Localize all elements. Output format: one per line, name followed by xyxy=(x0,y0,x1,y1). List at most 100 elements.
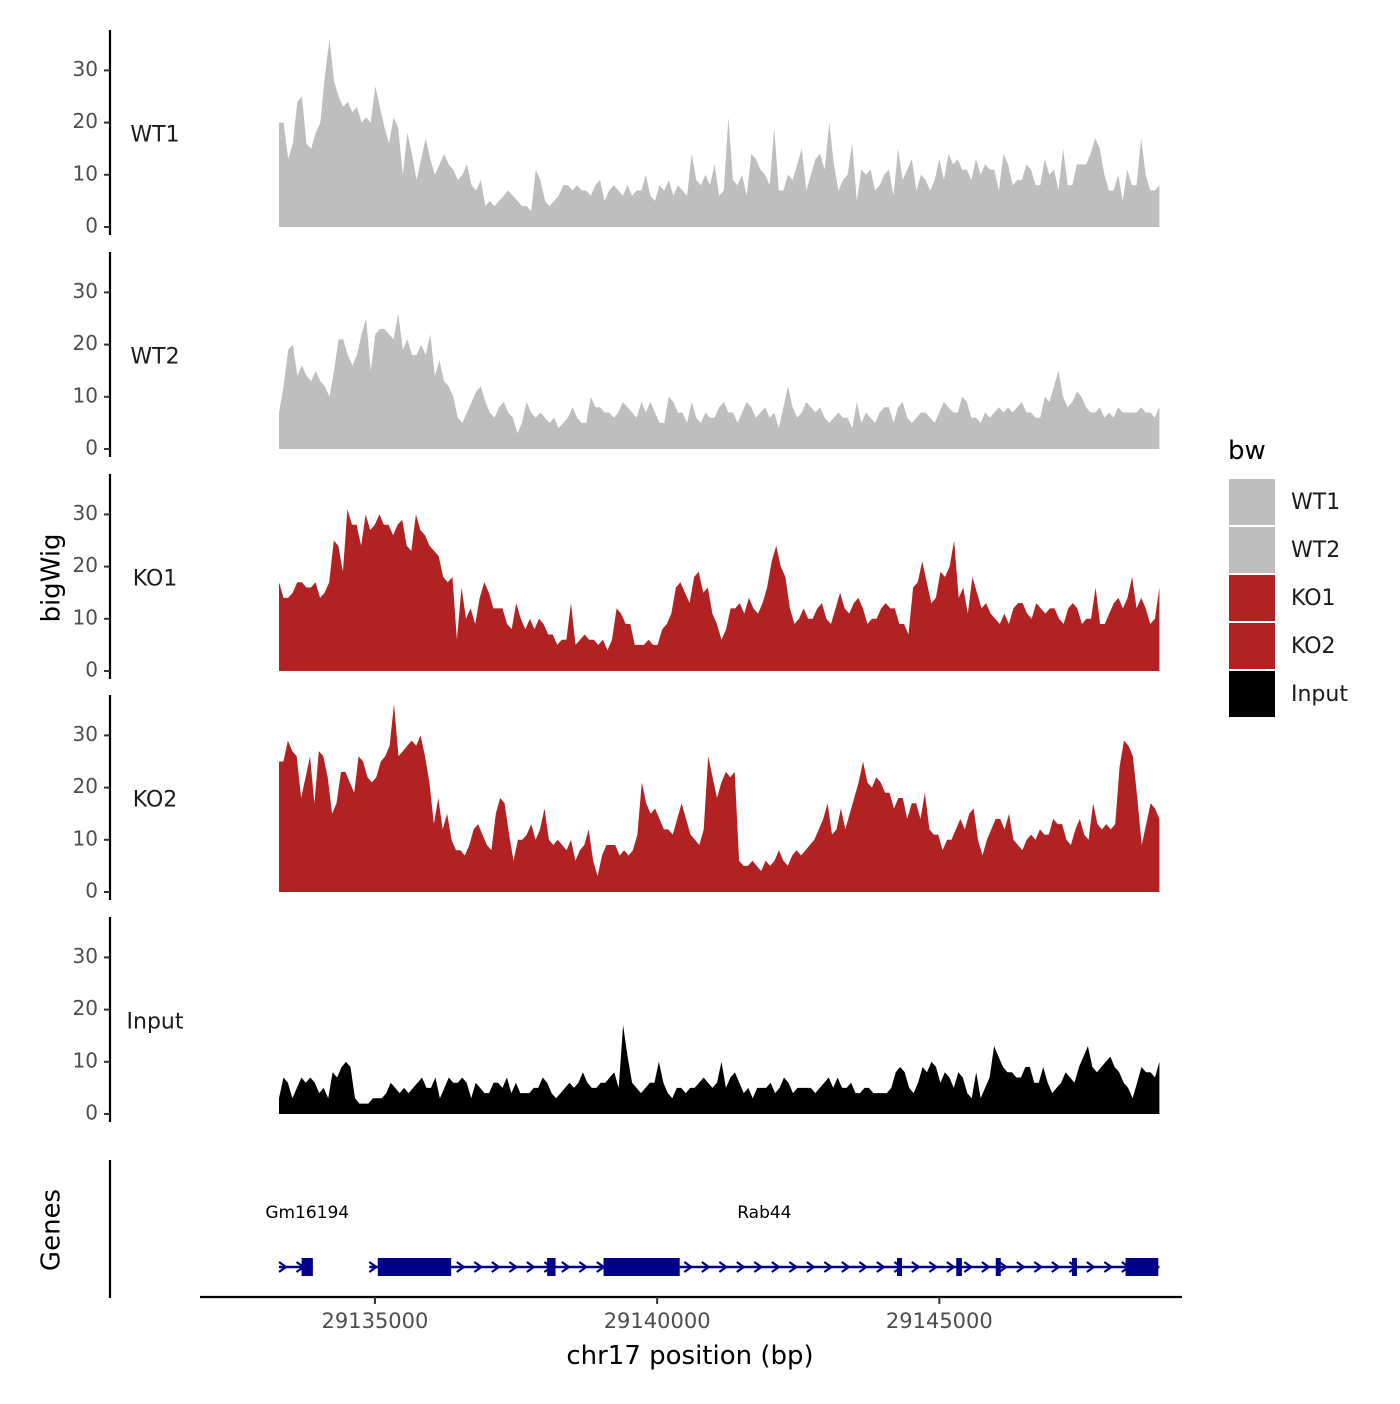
track-label-wt1: WT1 xyxy=(130,123,179,148)
strand-arrow xyxy=(718,1261,729,1273)
area-ko1 xyxy=(279,509,1160,671)
x-tick-label: 29140000 xyxy=(604,1309,711,1333)
legend-label-ko2: KO2 xyxy=(1291,634,1336,659)
strand-arrow xyxy=(928,1261,939,1273)
area-wt2 xyxy=(279,313,1160,449)
gene-exon xyxy=(603,1258,680,1276)
y-tick-label: 30 xyxy=(73,722,98,746)
genes-panel: Gm16194 Rab44 xyxy=(108,1160,1160,1298)
strand-arrow xyxy=(1086,1261,1096,1273)
strand-arrow xyxy=(981,1261,991,1273)
track-wt2: 0 10 20 30 WT2 xyxy=(73,252,1160,460)
gene-rab44: Rab44 xyxy=(368,1203,1160,1276)
legend-swatch-wt1 xyxy=(1229,479,1275,525)
strand-arrow xyxy=(841,1261,851,1273)
gene-exon xyxy=(956,1258,962,1276)
strand-arrow xyxy=(278,1261,288,1273)
area-wt1 xyxy=(279,39,1160,227)
legend-swatch-ko1 xyxy=(1229,575,1275,621)
y-tick-label: 30 xyxy=(73,57,98,81)
x-tick-label: 29145000 xyxy=(886,1309,993,1333)
gene-label: Rab44 xyxy=(737,1203,791,1223)
strand-arrow xyxy=(1016,1261,1026,1273)
strand-arrow xyxy=(806,1261,816,1273)
legend: bw WT1 WT2 KO1 KO2 Input xyxy=(1228,436,1348,717)
area-ko2 xyxy=(279,704,1160,892)
track-ko2: 0 10 20 30 KO2 xyxy=(73,695,1160,903)
y-tick-label: 20 xyxy=(73,553,98,577)
strand-arrow xyxy=(1103,1261,1114,1273)
strand-arrow xyxy=(526,1261,536,1273)
signal-tracks: 0 10 20 30 WT1 0 10 20 30 WT2 0 10 20 30 KO1 0 10 20 30 KO2… xyxy=(73,30,1160,1125)
y-axis-title: bigWig xyxy=(37,533,67,622)
y-tick-label: 0 xyxy=(85,658,98,682)
strand-arrow xyxy=(823,1261,834,1273)
y-tick-label: 30 xyxy=(73,279,98,303)
strand-arrow xyxy=(736,1261,746,1273)
legend-label-wt2: WT2 xyxy=(1291,538,1340,563)
y-tick-label: 10 xyxy=(73,161,98,185)
strand-arrow xyxy=(753,1261,764,1273)
track-input: 0 10 20 30 Input xyxy=(73,917,1160,1125)
x-axis-title: chr17 position (bp) xyxy=(566,1341,813,1371)
gene-exon xyxy=(301,1258,313,1276)
strand-arrow xyxy=(701,1261,711,1273)
strand-arrow xyxy=(508,1261,519,1273)
legend-swatch-wt2 xyxy=(1229,527,1275,573)
strand-arrow xyxy=(911,1261,921,1273)
strand-arrow xyxy=(946,1261,956,1273)
strand-arrow xyxy=(998,1261,1009,1273)
x-tick-label: 29135000 xyxy=(322,1309,429,1333)
y-tick-label: 20 xyxy=(73,774,98,798)
strand-arrow xyxy=(683,1261,694,1273)
track-wt1: 0 10 20 30 WT1 xyxy=(73,30,1160,238)
legend-label-wt1: WT1 xyxy=(1291,490,1340,515)
track-label-ko1: KO1 xyxy=(133,567,178,592)
strand-arrow xyxy=(876,1261,886,1273)
y-tick-label: 10 xyxy=(73,1048,98,1072)
strand-arrow xyxy=(1033,1261,1044,1273)
gene-label: Gm16194 xyxy=(265,1203,349,1223)
strand-arrow xyxy=(473,1261,484,1273)
track-label-wt2: WT2 xyxy=(130,345,179,370)
y-tick-label: 0 xyxy=(85,436,98,460)
gene-exon xyxy=(1125,1258,1159,1276)
strand-arrow xyxy=(1051,1261,1061,1273)
track-label-ko2: KO2 xyxy=(133,788,178,813)
track-label-input: Input xyxy=(127,1010,184,1035)
gene-exon xyxy=(547,1258,556,1276)
legend-swatch-input xyxy=(1229,671,1275,717)
area-input xyxy=(279,1025,1160,1114)
legend-swatch-ko2 xyxy=(1229,623,1275,669)
y-tick-label: 30 xyxy=(73,944,98,968)
track-ko1: 0 10 20 30 KO1 xyxy=(73,474,1160,682)
strand-arrow xyxy=(561,1261,571,1273)
legend-label-input: Input xyxy=(1291,682,1348,707)
gene-exon xyxy=(1071,1258,1077,1276)
y-tick-label: 20 xyxy=(73,331,98,355)
y-tick-label: 0 xyxy=(85,214,98,238)
x-axis: 29135000 29140000 29145000 xyxy=(200,1295,1182,1333)
strand-arrow xyxy=(858,1261,869,1273)
y-tick-label: 20 xyxy=(73,996,98,1020)
gene-exon xyxy=(377,1258,452,1276)
strand-arrow xyxy=(456,1261,466,1273)
strand-arrow xyxy=(788,1261,799,1273)
y-tick-label: 0 xyxy=(85,879,98,903)
y-tick-label: 20 xyxy=(73,109,98,133)
strand-arrow xyxy=(578,1261,589,1273)
y-tick-label: 10 xyxy=(73,383,98,407)
strand-arrow xyxy=(771,1261,781,1273)
y-tick-label: 10 xyxy=(73,826,98,850)
legend-label-ko1: KO1 xyxy=(1291,586,1336,611)
y-tick-label: 10 xyxy=(73,605,98,629)
gene-exon xyxy=(896,1258,902,1276)
strand-arrow xyxy=(368,1261,379,1273)
y-tick-label: 0 xyxy=(85,1101,98,1125)
gene-exon xyxy=(995,1258,1001,1276)
strand-arrow xyxy=(963,1261,974,1273)
legend-title: bw xyxy=(1228,436,1266,466)
y-tick-label: 30 xyxy=(73,501,98,525)
